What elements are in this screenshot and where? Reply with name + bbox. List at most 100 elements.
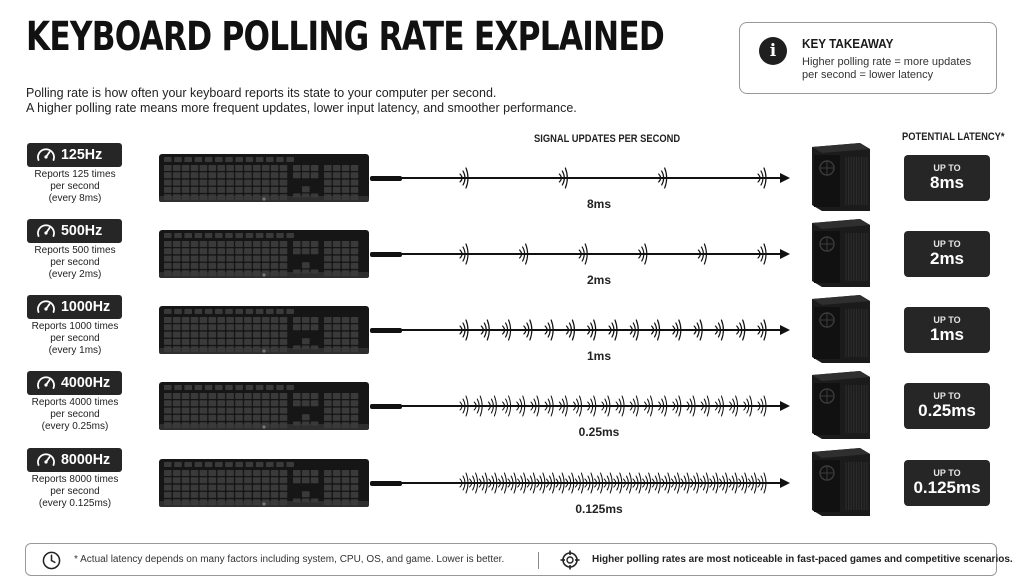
intro-line-2: A higher polling rate means more frequen… — [26, 101, 577, 115]
keyboard-image — [159, 459, 369, 507]
latency-value: 8ms — [929, 173, 965, 192]
update-interval-label: 0.125ms — [575, 502, 623, 516]
pc-tower-image — [812, 143, 870, 211]
signal-pulse — [736, 319, 746, 341]
description-line-3: (every 8ms) — [48, 193, 102, 204]
signal-pulse — [459, 167, 469, 189]
polling-rate-badge: 500Hz — [27, 219, 122, 243]
latency-value: 0.125ms — [913, 478, 981, 497]
signal-waves — [459, 167, 767, 189]
latency-disclaimer: * Actual latency depends on many factors… — [74, 554, 505, 565]
description-line-1: Reports 1000 times — [31, 321, 119, 332]
signal-pulse — [517, 472, 527, 494]
signal-pulse — [658, 167, 668, 189]
signal-pulse — [613, 472, 623, 494]
arrow-head-icon — [780, 249, 790, 259]
footer-note: * Actual latency depends on many factors… — [25, 543, 1013, 576]
signal-pulse — [638, 243, 648, 265]
signal-pulse — [587, 395, 597, 417]
description-line-3: (every 2ms) — [48, 269, 102, 280]
key-takeaway-line-2: per second = lower latency — [802, 69, 934, 81]
signal-pulse — [459, 243, 469, 265]
info-icon: i — [759, 37, 787, 65]
signal-pulse — [661, 472, 671, 494]
signal-pulse — [700, 395, 710, 417]
signal-pulse — [719, 472, 729, 494]
latency-badge: UP TO 0.125ms — [904, 460, 990, 506]
signal-pulse — [584, 472, 594, 494]
signal-pulse — [601, 395, 611, 417]
signal-waves — [459, 395, 767, 417]
usb-plug — [370, 176, 402, 181]
signal-line — [400, 177, 782, 179]
signal-pulse — [594, 472, 604, 494]
signal-pulse — [459, 319, 469, 341]
description-line-2: per second — [50, 333, 100, 344]
polling-rate-badge: 1000Hz — [27, 295, 122, 319]
signal-pulse — [574, 472, 584, 494]
arrow-head-icon — [780, 401, 790, 411]
signal-pulse — [672, 395, 682, 417]
signal-line — [400, 253, 782, 255]
polling-rate-badge: 125Hz — [27, 143, 122, 167]
signal-pulse — [603, 472, 613, 494]
polling-rate-description: Reports 125 times per second (every 8ms) — [24, 169, 126, 205]
usb-plug — [370, 252, 402, 257]
signal-pulse — [651, 472, 661, 494]
description-line-1: Reports 500 times — [34, 245, 116, 256]
signal-pulse — [497, 472, 507, 494]
key-takeaway-line-1: Higher polling rate = more updates — [802, 56, 972, 68]
signal-pulse — [615, 395, 625, 417]
speedometer-icon — [37, 453, 55, 466]
signal-pulse — [544, 395, 554, 417]
pc-tower-image — [812, 448, 870, 516]
signal-pulse — [565, 472, 575, 494]
signal-line — [400, 482, 782, 484]
description-line-2: per second — [50, 486, 100, 497]
pc-tower-image — [812, 371, 870, 439]
update-interval-label: 1ms — [586, 349, 612, 363]
signal-pulse — [526, 472, 536, 494]
key-takeaway-box: i KEY TAKEAWAY Higher polling rate = mor… — [739, 22, 997, 94]
description-line-3: (every 1ms) — [48, 345, 102, 356]
signal-pulse — [709, 472, 719, 494]
speedometer-icon — [37, 376, 55, 389]
signal-pulse — [757, 167, 767, 189]
up-to-label: UP TO — [933, 315, 961, 325]
arrow-head-icon — [780, 325, 790, 335]
signal-pulse — [757, 395, 767, 417]
latency-value: 1ms — [929, 325, 965, 344]
signal-pulse — [558, 167, 568, 189]
signal-pulse — [642, 472, 652, 494]
usb-plug — [370, 481, 402, 486]
polling-rate-badge: 4000Hz — [27, 371, 122, 395]
signal-pulse — [573, 395, 583, 417]
polling-rate-label: 125Hz — [61, 146, 103, 163]
signal-pulse — [488, 472, 498, 494]
latency-value: 0.25ms — [918, 401, 976, 420]
signal-pulse — [747, 472, 757, 494]
description-line-1: Reports 125 times — [34, 169, 116, 180]
up-to-label: UP TO — [933, 391, 961, 401]
description-line-1: Reports 8000 times — [31, 474, 119, 485]
signal-pulse — [558, 395, 568, 417]
signal-waves — [459, 472, 767, 494]
polling-rate-description: Reports 1000 times per second (every 1ms) — [24, 321, 126, 357]
signal-pulse — [757, 243, 767, 265]
description-line-3: (every 0.25ms) — [41, 421, 109, 432]
signal-pulse — [693, 319, 703, 341]
signal-pulse — [469, 472, 479, 494]
signal-pulse — [699, 472, 709, 494]
signal-pulse — [578, 243, 588, 265]
description-line-3: (every 0.125ms) — [38, 498, 112, 509]
keyboard-image — [159, 382, 369, 430]
polling-rate-description: Reports 4000 times per second (every 0.25m… — [24, 397, 126, 433]
update-interval-label: 8ms — [586, 197, 612, 211]
signal-pulse — [622, 472, 632, 494]
description-line-1: Reports 4000 times — [31, 397, 119, 408]
latency-badge: UP TO 0.25ms — [904, 383, 990, 429]
speedometer-icon — [37, 148, 55, 161]
potential-latency-header: POTENTIAL LATENCY* — [902, 131, 1005, 143]
signal-waves — [459, 243, 767, 265]
description-line-2: per second — [50, 257, 100, 268]
